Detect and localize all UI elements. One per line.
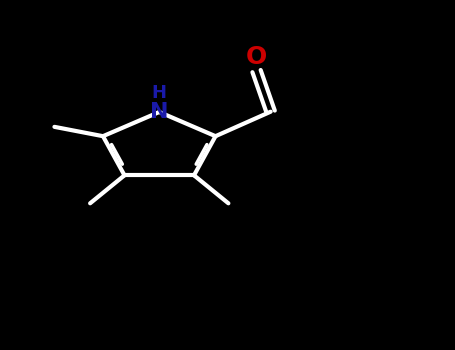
Text: H: H — [152, 84, 167, 102]
Text: N: N — [150, 102, 168, 122]
Text: O: O — [246, 46, 267, 69]
